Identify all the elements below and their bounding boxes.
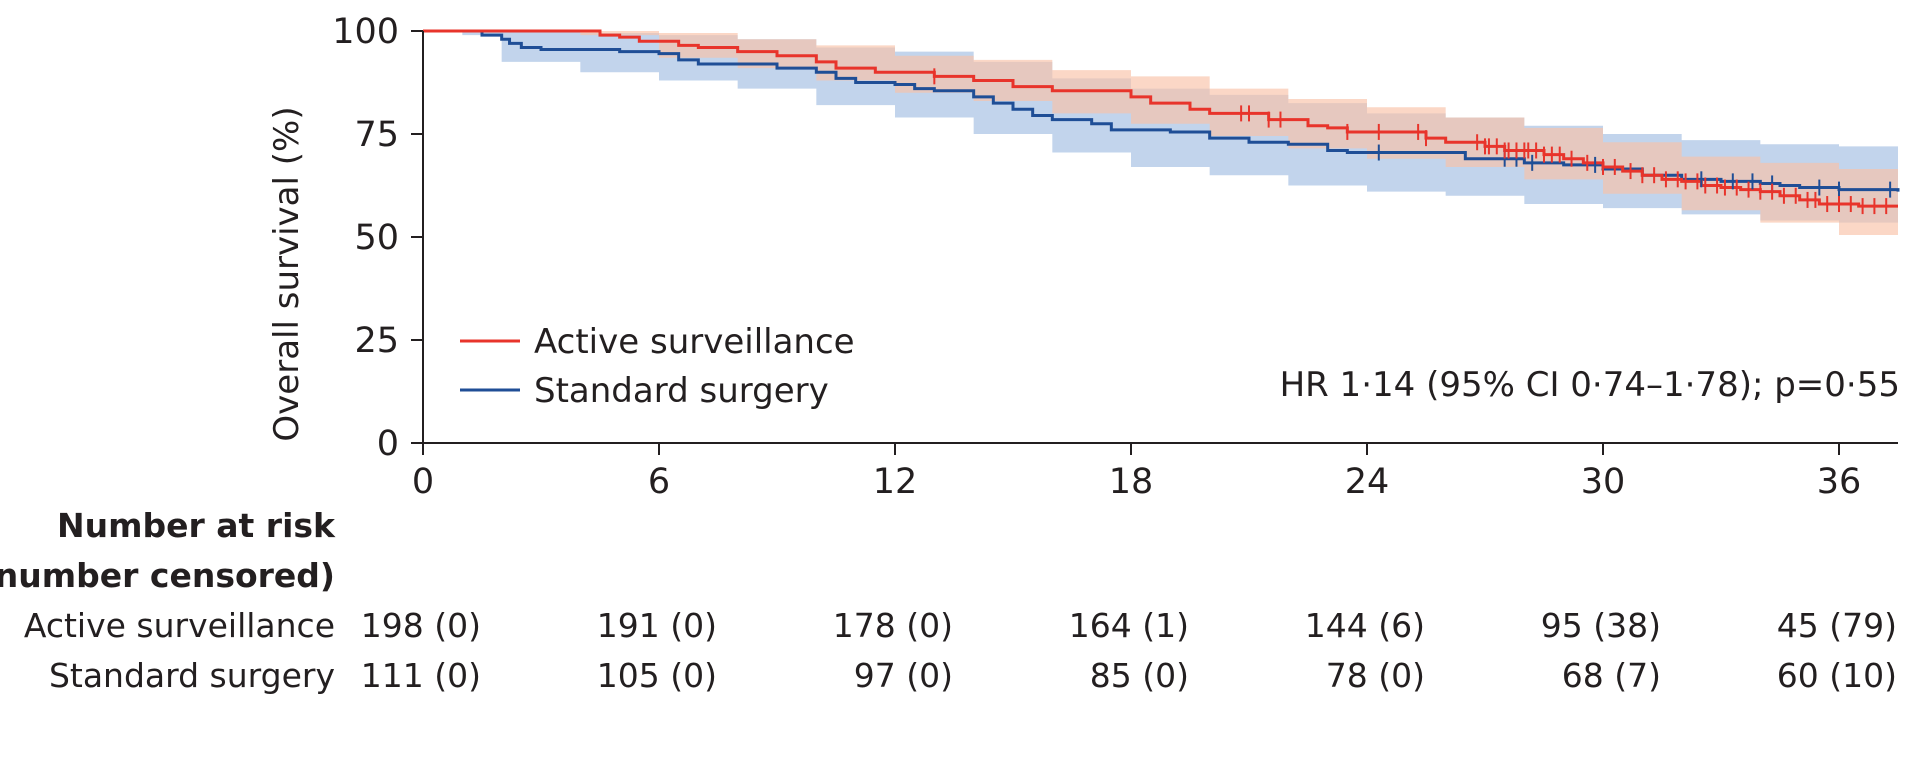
risk-row-label-standard-surgery: Standard surgery xyxy=(49,656,335,695)
confidence-bands xyxy=(423,31,1898,237)
risk-values: 198 (0) 191 (0) 178 (0) 164 (1) 144 (6) 95 (3… xyxy=(361,606,1897,695)
risk-value-cell: 85 (0) xyxy=(1090,656,1189,695)
risk-table-subtitle: (number censored) xyxy=(0,556,335,595)
x-tick-label: 18 xyxy=(1109,462,1154,502)
risk-value-cell: 97 (0) xyxy=(854,656,953,695)
risk-value-cell: 144 (6) xyxy=(1305,606,1425,645)
x-tick-label: 30 xyxy=(1581,462,1626,502)
x-tick-label: 6 xyxy=(648,462,670,502)
y-tick-label: 100 xyxy=(332,12,399,52)
y-tick-label: 0 xyxy=(377,424,399,464)
ci-band-active-surveillance xyxy=(423,31,1898,237)
x-tick-label: 36 xyxy=(1817,462,1862,502)
legend-label-standard-surgery: Standard surgery xyxy=(534,371,829,411)
risk-value-cell: 45 (79) xyxy=(1777,606,1897,645)
axes: 0 25 50 75 100 0 6 12 18 24 30 36 xyxy=(332,12,1898,502)
legend-label-active-surveillance: Active surveillance xyxy=(534,322,855,362)
risk-value-cell: 105 (0) xyxy=(597,656,717,695)
risk-value-cell: 95 (38) xyxy=(1541,606,1661,645)
risk-value-cell: 178 (0) xyxy=(833,606,953,645)
survival-line-active-surveillance xyxy=(423,29,1898,208)
ci-band-standard-surgery xyxy=(423,31,1898,225)
legend: Active surveillance Standard surgery xyxy=(460,322,855,411)
risk-value-cell: 111 (0) xyxy=(361,656,481,695)
risk-value-cell: 164 (1) xyxy=(1069,606,1189,645)
x-tick-label: 24 xyxy=(1345,462,1390,502)
risk-value-cell: 60 (10) xyxy=(1777,656,1897,695)
hazard-ratio-annotation: HR 1·14 (95% CI 0·74–1·78); p=0·55 xyxy=(1280,365,1900,405)
risk-value-cell: 198 (0) xyxy=(361,606,481,645)
y-axis-title: Overall survival (%) xyxy=(267,106,307,441)
y-tick-label: 50 xyxy=(354,218,399,258)
risk-value-cell: 68 (7) xyxy=(1562,656,1661,695)
x-tick-label: 0 xyxy=(412,462,434,502)
censor-marks xyxy=(933,68,1892,215)
risk-value-cell: 191 (0) xyxy=(597,606,717,645)
y-tick-label: 75 xyxy=(354,115,399,155)
x-tick-label: 12 xyxy=(873,462,918,502)
risk-table-title: Number at risk xyxy=(57,506,336,545)
y-tick-label: 25 xyxy=(354,321,399,361)
risk-value-cell: 78 (0) xyxy=(1326,656,1425,695)
risk-row-label-active-surveillance: Active surveillance xyxy=(24,606,335,645)
number-at-risk-table: Number at risk (number censored) Active … xyxy=(0,506,1897,695)
